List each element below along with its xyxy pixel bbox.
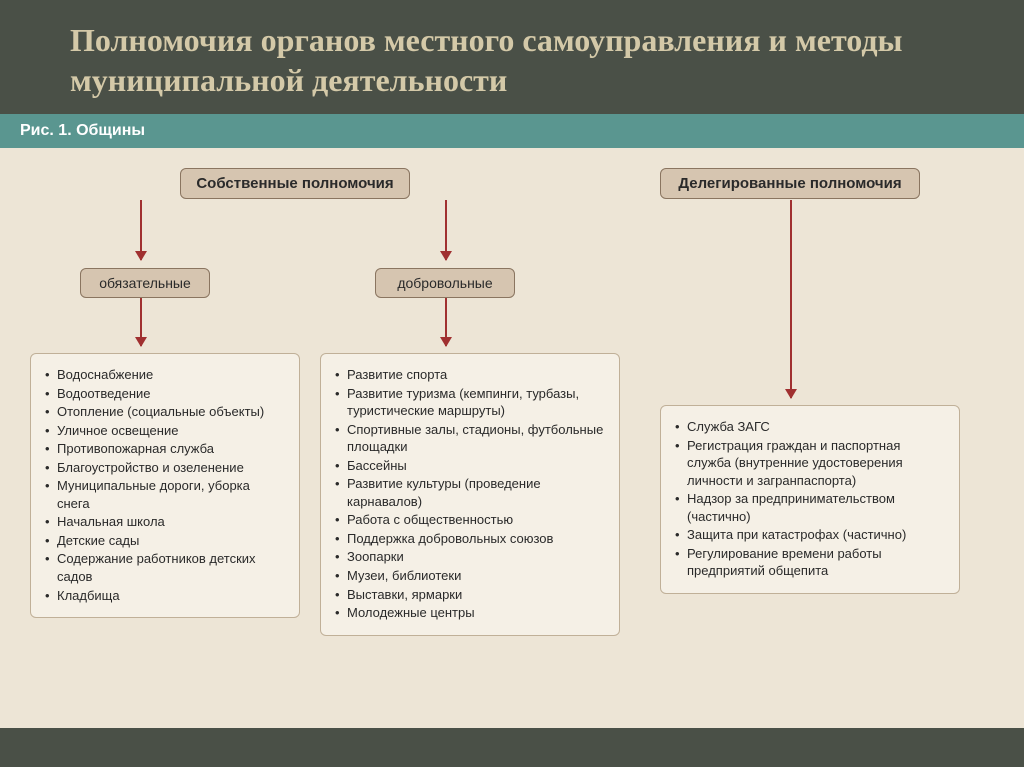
box-own-powers: Собственные полномочия bbox=[180, 168, 410, 199]
list-item: Регулирование времени работы предприятий… bbox=[675, 545, 945, 580]
arrow-icon bbox=[140, 298, 142, 346]
list-item: Развитие спорта bbox=[335, 366, 605, 384]
list-item: Водоотведение bbox=[45, 385, 285, 403]
list-item: Водоснабжение bbox=[45, 366, 285, 384]
list-item: Детские сады bbox=[45, 532, 285, 550]
list-item: Начальная школа bbox=[45, 513, 285, 531]
box-voluntary: добровольные bbox=[375, 268, 515, 298]
box-label: обязательные bbox=[99, 275, 191, 291]
list-item: Музеи, библиотеки bbox=[335, 567, 605, 585]
list-item: Уличное освещение bbox=[45, 422, 285, 440]
list-item: Служба ЗАГС bbox=[675, 418, 945, 436]
diagram-area: Собственные полномочия Делегированные по… bbox=[0, 148, 1024, 728]
list-item: Работа с общественностью bbox=[335, 511, 605, 529]
arrow-icon bbox=[445, 298, 447, 346]
box-label: Делегированные полномочия bbox=[678, 175, 901, 192]
list-item: Муниципальные дороги, уборка снега bbox=[45, 477, 285, 512]
list-item: Поддержка добровольных союзов bbox=[335, 530, 605, 548]
list-item: Надзор за предпринимательством (частично… bbox=[675, 490, 945, 525]
box-mandatory: обязательные bbox=[80, 268, 210, 298]
arrow-icon bbox=[140, 200, 142, 260]
list-item: Зоопарки bbox=[335, 548, 605, 566]
slide: Полномочия органов местного самоуправлен… bbox=[0, 0, 1024, 767]
list-mandatory: ВодоснабжениеВодоотведениеОтопление (соц… bbox=[30, 353, 300, 618]
title-area: Полномочия органов местного самоуправлен… bbox=[0, 0, 1024, 110]
list-item: Противопожарная служба bbox=[45, 440, 285, 458]
box-label: Собственные полномочия bbox=[196, 175, 393, 192]
list-item: Спортивные залы, стадионы, футбольные пл… bbox=[335, 421, 605, 456]
list-item: Молодежные центры bbox=[335, 604, 605, 622]
list-item: Благоустройство и озеленение bbox=[45, 459, 285, 477]
box-delegated-powers: Делегированные полномочия bbox=[660, 168, 920, 199]
list-item: Регистрация граждан и паспортная служба … bbox=[675, 437, 945, 490]
list-delegated: Служба ЗАГСРегистрация граждан и паспорт… bbox=[660, 405, 960, 594]
list-item: Развитие туризма (кемпинги, турбазы, тур… bbox=[335, 385, 605, 420]
list-item: Отопление (социальные объекты) bbox=[45, 403, 285, 421]
list-item: Кладбища bbox=[45, 587, 285, 605]
list-item: Бассейны bbox=[335, 457, 605, 475]
arrow-icon bbox=[790, 200, 792, 398]
list-item: Защита при катастрофах (частично) bbox=[675, 526, 945, 544]
list-item: Содержание работников детских садов bbox=[45, 550, 285, 585]
list-voluntary: Развитие спортаРазвитие туризма (кемпинг… bbox=[320, 353, 620, 636]
box-label: добровольные bbox=[397, 275, 492, 291]
arrow-icon bbox=[445, 200, 447, 260]
list-item: Развитие культуры (проведение карнавалов… bbox=[335, 475, 605, 510]
caption-bar: Рис. 1. Общины bbox=[0, 114, 1024, 148]
list-item: Выставки, ярмарки bbox=[335, 586, 605, 604]
main-title: Полномочия органов местного самоуправлен… bbox=[70, 20, 964, 100]
